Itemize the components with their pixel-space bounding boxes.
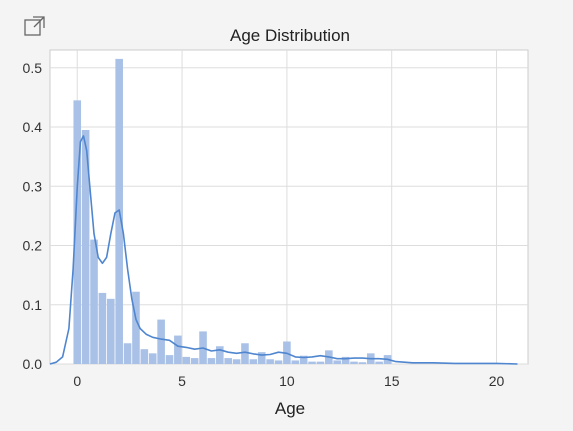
histogram-bar (140, 349, 149, 364)
histogram-bar (216, 346, 224, 364)
histogram-bar (241, 343, 249, 364)
histogram-bar (90, 239, 98, 364)
histogram-bar (257, 352, 266, 364)
popout-icon-frame (24, 19, 41, 36)
histogram-bar (350, 361, 358, 364)
histogram-bar (333, 360, 342, 364)
histogram-bar (358, 362, 367, 364)
histogram-bar (274, 360, 283, 364)
popout-icon-arrow (33, 16, 45, 28)
x-axis-label: Age (275, 399, 305, 418)
histogram-bar (316, 361, 325, 364)
histogram-bar (266, 359, 274, 364)
histogram-bar (174, 335, 182, 364)
histogram-bar (132, 291, 140, 364)
x-tick-label: 0 (73, 373, 81, 389)
histogram-bar (190, 358, 199, 364)
popout-icon[interactable] (23, 14, 47, 38)
y-tick-label: 0.1 (23, 297, 43, 313)
histogram-bar (73, 100, 82, 364)
y-tick-label: 0.4 (23, 119, 43, 135)
histogram-bar (165, 355, 174, 364)
histogram-bar (148, 353, 157, 364)
histogram-bar (81, 129, 90, 364)
y-tick-label: 0.5 (23, 60, 43, 76)
histogram-bar (249, 359, 258, 364)
histogram-bar (98, 292, 107, 364)
plot-background (49, 49, 529, 365)
histogram-bar (291, 360, 300, 364)
histogram-bar (207, 358, 216, 364)
histogram-bar (224, 358, 232, 364)
histogram-bar (299, 355, 308, 364)
x-tick-label: 15 (384, 373, 400, 389)
x-tick-label: 10 (279, 373, 295, 389)
histogram-bar (123, 343, 132, 364)
plot-area: 0 5 10 15 20 0.0 0.1 0.2 0.3 0.4 0.5 (23, 49, 529, 389)
histogram-bar (308, 361, 316, 364)
histogram-bar (107, 298, 115, 364)
x-tick-label: 5 (178, 373, 186, 389)
chart-title: Age Distribution (230, 26, 350, 45)
y-tick-label: 0.3 (23, 178, 43, 194)
histogram-bar (341, 356, 350, 364)
y-tick-label: 0.0 (23, 356, 43, 372)
histogram-bar (182, 356, 191, 364)
x-tick-label: 20 (489, 373, 505, 389)
kde-line (49, 135, 518, 365)
histogram-bar (375, 361, 383, 364)
y-tick-label: 0.2 (23, 238, 43, 254)
histogram-bar (157, 319, 165, 364)
histogram-bar (232, 359, 241, 364)
